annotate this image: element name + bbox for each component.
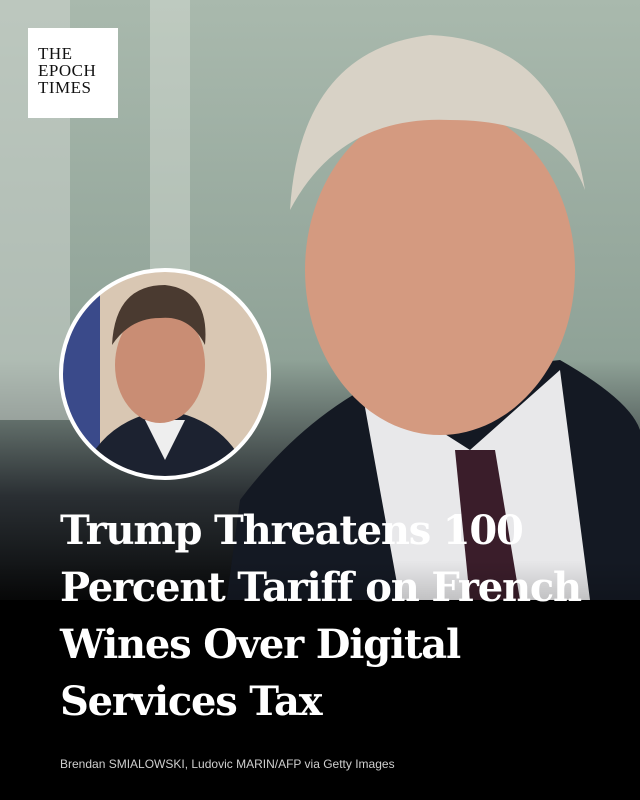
headline-line: Services Tax: [60, 678, 323, 725]
headline: Trump Threatens 100 Percent Tariff on Fr…: [60, 502, 630, 730]
logo-line: TIMES: [38, 78, 92, 97]
headline-line: Percent Tariff on French: [60, 564, 582, 611]
logo-line: THE: [38, 44, 73, 63]
photo-credit: Brendan SMIALOWSKI, Ludovic MARIN/AFP vi…: [60, 757, 395, 771]
headline-line: Trump Threatens 100: [60, 507, 524, 554]
logo: THE EPOCH TIMES: [28, 28, 118, 118]
headline-line: Wines Over Digital: [60, 621, 461, 668]
logo-line: EPOCH: [38, 61, 97, 80]
